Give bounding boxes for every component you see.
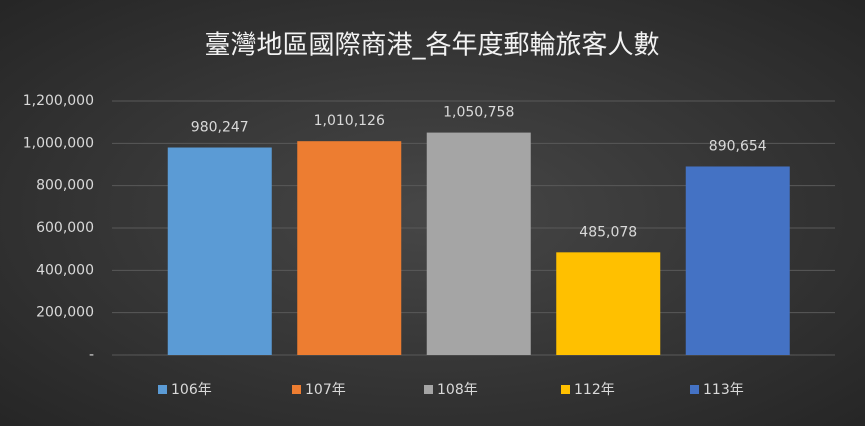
data-label: 1,050,758	[443, 105, 514, 121]
chart-title: 臺灣地區國際商港_各年度郵輪旅客人數	[204, 31, 659, 61]
y-tick-label: 600,000	[36, 220, 94, 236]
legend-label: 113年	[703, 382, 744, 398]
y-tick-label: 1,000,000	[23, 135, 94, 151]
data-label: 485,078	[579, 224, 637, 240]
bar	[297, 141, 402, 355]
legend-label: 108年	[437, 382, 478, 398]
legend-label: 112年	[574, 382, 615, 398]
y-tick-label: 800,000	[36, 178, 94, 194]
bar	[556, 252, 661, 355]
legend-marker	[424, 385, 433, 394]
bar	[167, 147, 272, 355]
bar	[426, 132, 531, 355]
y-tick-label: -	[89, 347, 94, 363]
legend-marker	[561, 385, 570, 394]
legend-marker	[690, 385, 699, 394]
legend-label: 106年	[171, 382, 212, 398]
y-tick-label: 1,200,000	[23, 93, 94, 109]
data-label: 890,654	[709, 138, 767, 154]
y-tick-label: 400,000	[36, 262, 94, 278]
y-tick-label: 200,000	[36, 305, 94, 321]
data-label: 980,247	[191, 120, 249, 136]
bar	[685, 166, 790, 355]
legend-marker	[292, 385, 301, 394]
data-label: 1,010,126	[314, 113, 385, 129]
legend-marker	[158, 385, 167, 394]
legend-label: 107年	[305, 382, 346, 398]
